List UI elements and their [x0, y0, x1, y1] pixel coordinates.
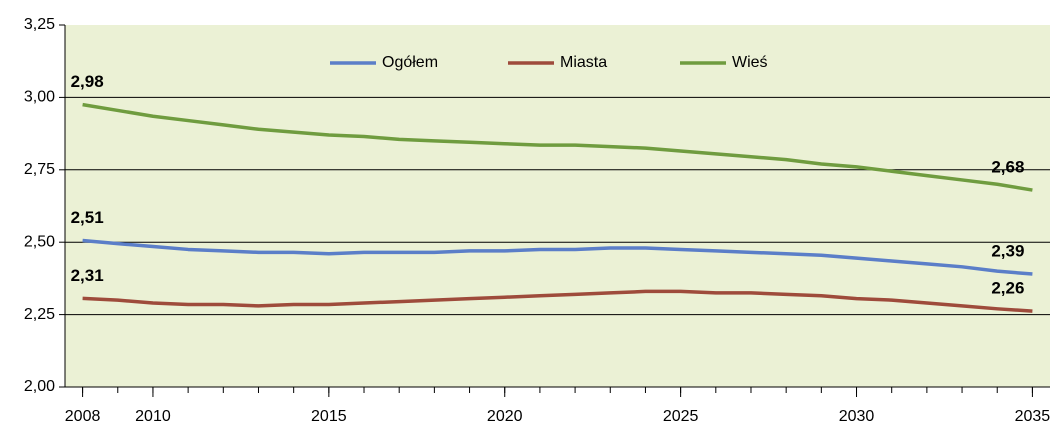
- y-tick-label: 2,75: [24, 161, 55, 178]
- x-tick-label: 2020: [487, 408, 523, 425]
- value-label: 2,26: [991, 279, 1024, 298]
- legend-label: Ogółem: [382, 54, 438, 71]
- y-tick-label: 2,25: [24, 306, 55, 323]
- series-line: [82, 238, 1033, 276]
- value-label: 2,31: [71, 266, 104, 285]
- y-tick-label: 3,00: [24, 89, 55, 106]
- x-tick-label: 2030: [839, 408, 875, 425]
- x-tick-label: 2015: [311, 408, 347, 425]
- legend-label: Wieś: [732, 54, 768, 71]
- x-tick-label: 2025: [663, 408, 699, 425]
- series-line: [82, 102, 1033, 192]
- y-tick-label: 3,25: [24, 16, 55, 33]
- legend-label: Miasta: [560, 54, 607, 71]
- series-line: [82, 289, 1033, 313]
- plot-area: [65, 25, 1050, 387]
- value-label: 2,39: [991, 242, 1024, 261]
- value-label: 2,68: [991, 158, 1024, 177]
- y-tick-label: 2,50: [24, 233, 55, 250]
- value-label: 2,98: [71, 72, 104, 91]
- y-tick-label: 2,00: [24, 378, 55, 395]
- value-label: 2,51: [71, 208, 104, 227]
- x-tick-label: 2035: [1015, 408, 1051, 425]
- x-tick-label: 2010: [135, 408, 171, 425]
- x-tick-label: 2008: [65, 408, 101, 425]
